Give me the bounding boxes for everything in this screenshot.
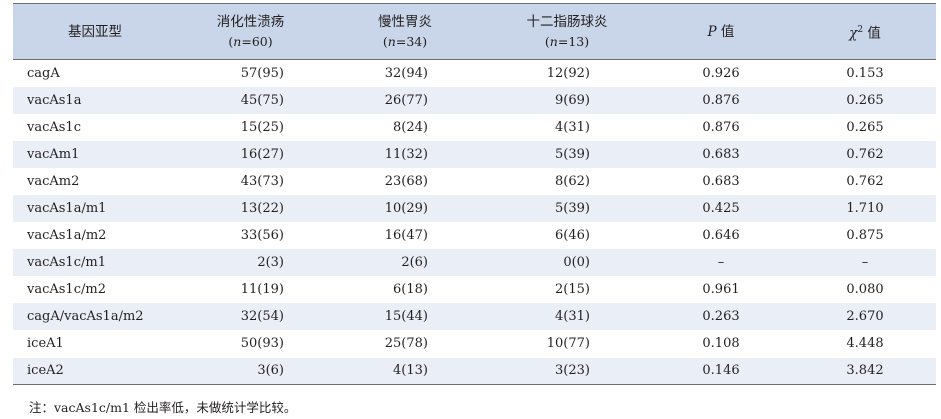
cell-duodenal-bulbitis: 4(31) bbox=[555, 119, 590, 135]
cell-p-value: 0.876 bbox=[702, 92, 740, 108]
cell-peptic-ulcer: 33(56) bbox=[240, 228, 284, 244]
cell-chronic-gastritis: 16(47) bbox=[384, 228, 428, 244]
header-chi-square: χ2 值 bbox=[849, 24, 881, 42]
table-row: vacAm1 16(27) 11(32) 5(39) 0.683 0.762 bbox=[13, 140, 936, 168]
cell-genotype: vacAs1a bbox=[27, 92, 82, 108]
table-row: vacAs1a/m1 13(22) 10(29) 5(39) 0.425 1.710 bbox=[13, 194, 936, 223]
cell-p-value: 0.146 bbox=[702, 363, 740, 379]
cell-genotype: vacAs1a/m1 bbox=[27, 201, 107, 217]
cell-duodenal-bulbitis: 6(46) bbox=[555, 228, 590, 244]
cell-chi-square: – bbox=[861, 255, 869, 271]
cell-duodenal-bulbitis: 5(39) bbox=[555, 146, 590, 162]
cell-peptic-ulcer: 13(22) bbox=[240, 201, 284, 217]
cell-chi-square: 0.875 bbox=[846, 228, 884, 244]
cell-chi-square: 0.153 bbox=[846, 65, 884, 81]
table-row: vacAs1c/m2 11(19) 6(18) 2(15) 0.961 0.080 bbox=[13, 276, 936, 303]
cell-genotype: vacAs1a/m2 bbox=[27, 228, 107, 244]
cell-chi-square: 0.080 bbox=[846, 282, 884, 298]
table-row: vacAs1a 45(75) 26(77) 9(69) 0.876 0.265 bbox=[13, 86, 936, 114]
cell-duodenal-bulbitis: 8(62) bbox=[555, 173, 590, 189]
cell-chronic-gastritis: 26(77) bbox=[384, 92, 428, 108]
cell-genotype: iceA2 bbox=[27, 363, 64, 379]
cell-p-value: 0.263 bbox=[702, 309, 740, 325]
cell-chronic-gastritis: 32(94) bbox=[384, 65, 428, 81]
cell-peptic-ulcer: 16(27) bbox=[240, 146, 284, 162]
table-row: cagA/vacAs1a/m2 32(54) 15(44) 4(31) 0.263 2.6… bbox=[13, 303, 936, 331]
cell-chronic-gastritis: 4(13) bbox=[393, 363, 428, 379]
cell-peptic-ulcer: 32(54) bbox=[240, 309, 284, 325]
cell-peptic-ulcer: 57(95) bbox=[240, 65, 284, 81]
cell-chi-square: 0.265 bbox=[846, 92, 884, 108]
table-row: vacAs1c/m1 2(3) 2(6) 0(0) – – bbox=[13, 249, 936, 277]
table-row: vacAs1c 15(25) 8(24) 4(31) 0.876 0.265 bbox=[13, 114, 936, 141]
cell-chi-square: 3.842 bbox=[846, 363, 884, 379]
cell-p-value: 0.425 bbox=[702, 201, 740, 217]
table-row: vacAs1a/m2 33(56) 16(47) 6(46) 0.646 0.875 bbox=[13, 222, 936, 249]
cell-duodenal-bulbitis: 10(77) bbox=[546, 336, 590, 352]
cell-duodenal-bulbitis: 4(31) bbox=[555, 309, 590, 325]
cell-peptic-ulcer: 3(6) bbox=[257, 363, 284, 379]
table-row: iceA2 3(6) 4(13) 3(23) 0.146 3.842 bbox=[13, 357, 936, 385]
cell-genotype: vacAs1c/m2 bbox=[27, 282, 106, 298]
cell-duodenal-bulbitis: 12(92) bbox=[546, 65, 590, 81]
header-peptic-ulcer: 消化性溃疡 (n=60) bbox=[216, 13, 285, 49]
cell-duodenal-bulbitis: 9(69) bbox=[555, 92, 590, 108]
cell-p-value: 0.108 bbox=[702, 336, 740, 352]
cell-duodenal-bulbitis: 3(23) bbox=[555, 363, 590, 379]
cell-genotype: vacAm2 bbox=[27, 173, 80, 189]
header-genotype: 基因亚型 bbox=[68, 23, 122, 40]
cell-p-value: 0.683 bbox=[702, 173, 740, 189]
table-row: iceA1 50(93) 25(78) 10(77) 0.108 4.448 bbox=[13, 330, 936, 357]
table-footnote: 注：vacAs1c/m1 检出率低，未做统计学比较。 bbox=[29, 400, 297, 415]
header-duodenal-bulbitis: 十二指肠球炎 (n=13) bbox=[526, 13, 608, 49]
cell-chi-square: 1.710 bbox=[846, 201, 884, 217]
cell-genotype: vacAm1 bbox=[27, 146, 80, 162]
header-chronic-gastritis: 慢性胃炎 (n=34) bbox=[378, 13, 432, 49]
cell-peptic-ulcer: 50(93) bbox=[240, 336, 284, 352]
cell-chronic-gastritis: 10(29) bbox=[384, 201, 428, 217]
cell-chronic-gastritis: 15(44) bbox=[384, 309, 428, 325]
cell-chi-square: 0.762 bbox=[846, 146, 884, 162]
cell-chronic-gastritis: 2(6) bbox=[401, 255, 428, 271]
cell-genotype: cagA/vacAs1a/m2 bbox=[27, 309, 144, 325]
cell-genotype: vacAs1c bbox=[27, 119, 81, 135]
cell-chronic-gastritis: 23(68) bbox=[384, 173, 428, 189]
cell-peptic-ulcer: 45(75) bbox=[240, 92, 284, 108]
cell-chi-square: 2.670 bbox=[846, 309, 884, 325]
cell-chi-square: 4.448 bbox=[846, 336, 884, 352]
cell-p-value: 0.926 bbox=[702, 65, 740, 81]
cell-genotype: vacAs1c/m1 bbox=[27, 255, 106, 271]
cell-duodenal-bulbitis: 2(15) bbox=[555, 282, 590, 298]
cell-peptic-ulcer: 43(73) bbox=[240, 173, 284, 189]
cell-p-value: 0.646 bbox=[702, 228, 740, 244]
cell-p-value: 0.961 bbox=[702, 282, 740, 298]
cell-p-value: 0.683 bbox=[702, 146, 740, 162]
header-p-value: P 值 bbox=[707, 23, 735, 40]
cell-chronic-gastritis: 6(18) bbox=[393, 282, 428, 298]
cell-chronic-gastritis: 25(78) bbox=[384, 336, 428, 352]
cell-duodenal-bulbitis: 5(39) bbox=[555, 201, 590, 217]
cell-chi-square: 0.265 bbox=[846, 119, 884, 135]
cell-chronic-gastritis: 8(24) bbox=[393, 119, 428, 135]
cell-genotype: iceA1 bbox=[27, 336, 64, 352]
cell-p-value: – bbox=[717, 255, 725, 271]
cell-chi-square: 0.762 bbox=[846, 173, 884, 189]
genotype-table: 基因亚型 消化性溃疡 (n=60) 慢性胃炎 (n=34) 十二指肠球炎 (n=… bbox=[13, 3, 936, 385]
table-row: cagA 57(95) 32(94) 12(92) 0.926 0.153 bbox=[13, 60, 936, 87]
cell-peptic-ulcer: 11(19) bbox=[240, 282, 284, 298]
header-row: 基因亚型 消化性溃疡 (n=60) 慢性胃炎 (n=34) 十二指肠球炎 (n=… bbox=[13, 3, 936, 60]
cell-genotype: cagA bbox=[27, 65, 60, 81]
cell-peptic-ulcer: 2(3) bbox=[257, 255, 284, 271]
cell-duodenal-bulbitis: 0(0) bbox=[563, 255, 590, 271]
table-row: vacAm2 43(73) 23(68) 8(62) 0.683 0.762 bbox=[13, 168, 936, 195]
cell-peptic-ulcer: 15(25) bbox=[240, 119, 284, 135]
cell-chronic-gastritis: 11(32) bbox=[384, 146, 428, 162]
cell-p-value: 0.876 bbox=[702, 119, 740, 135]
